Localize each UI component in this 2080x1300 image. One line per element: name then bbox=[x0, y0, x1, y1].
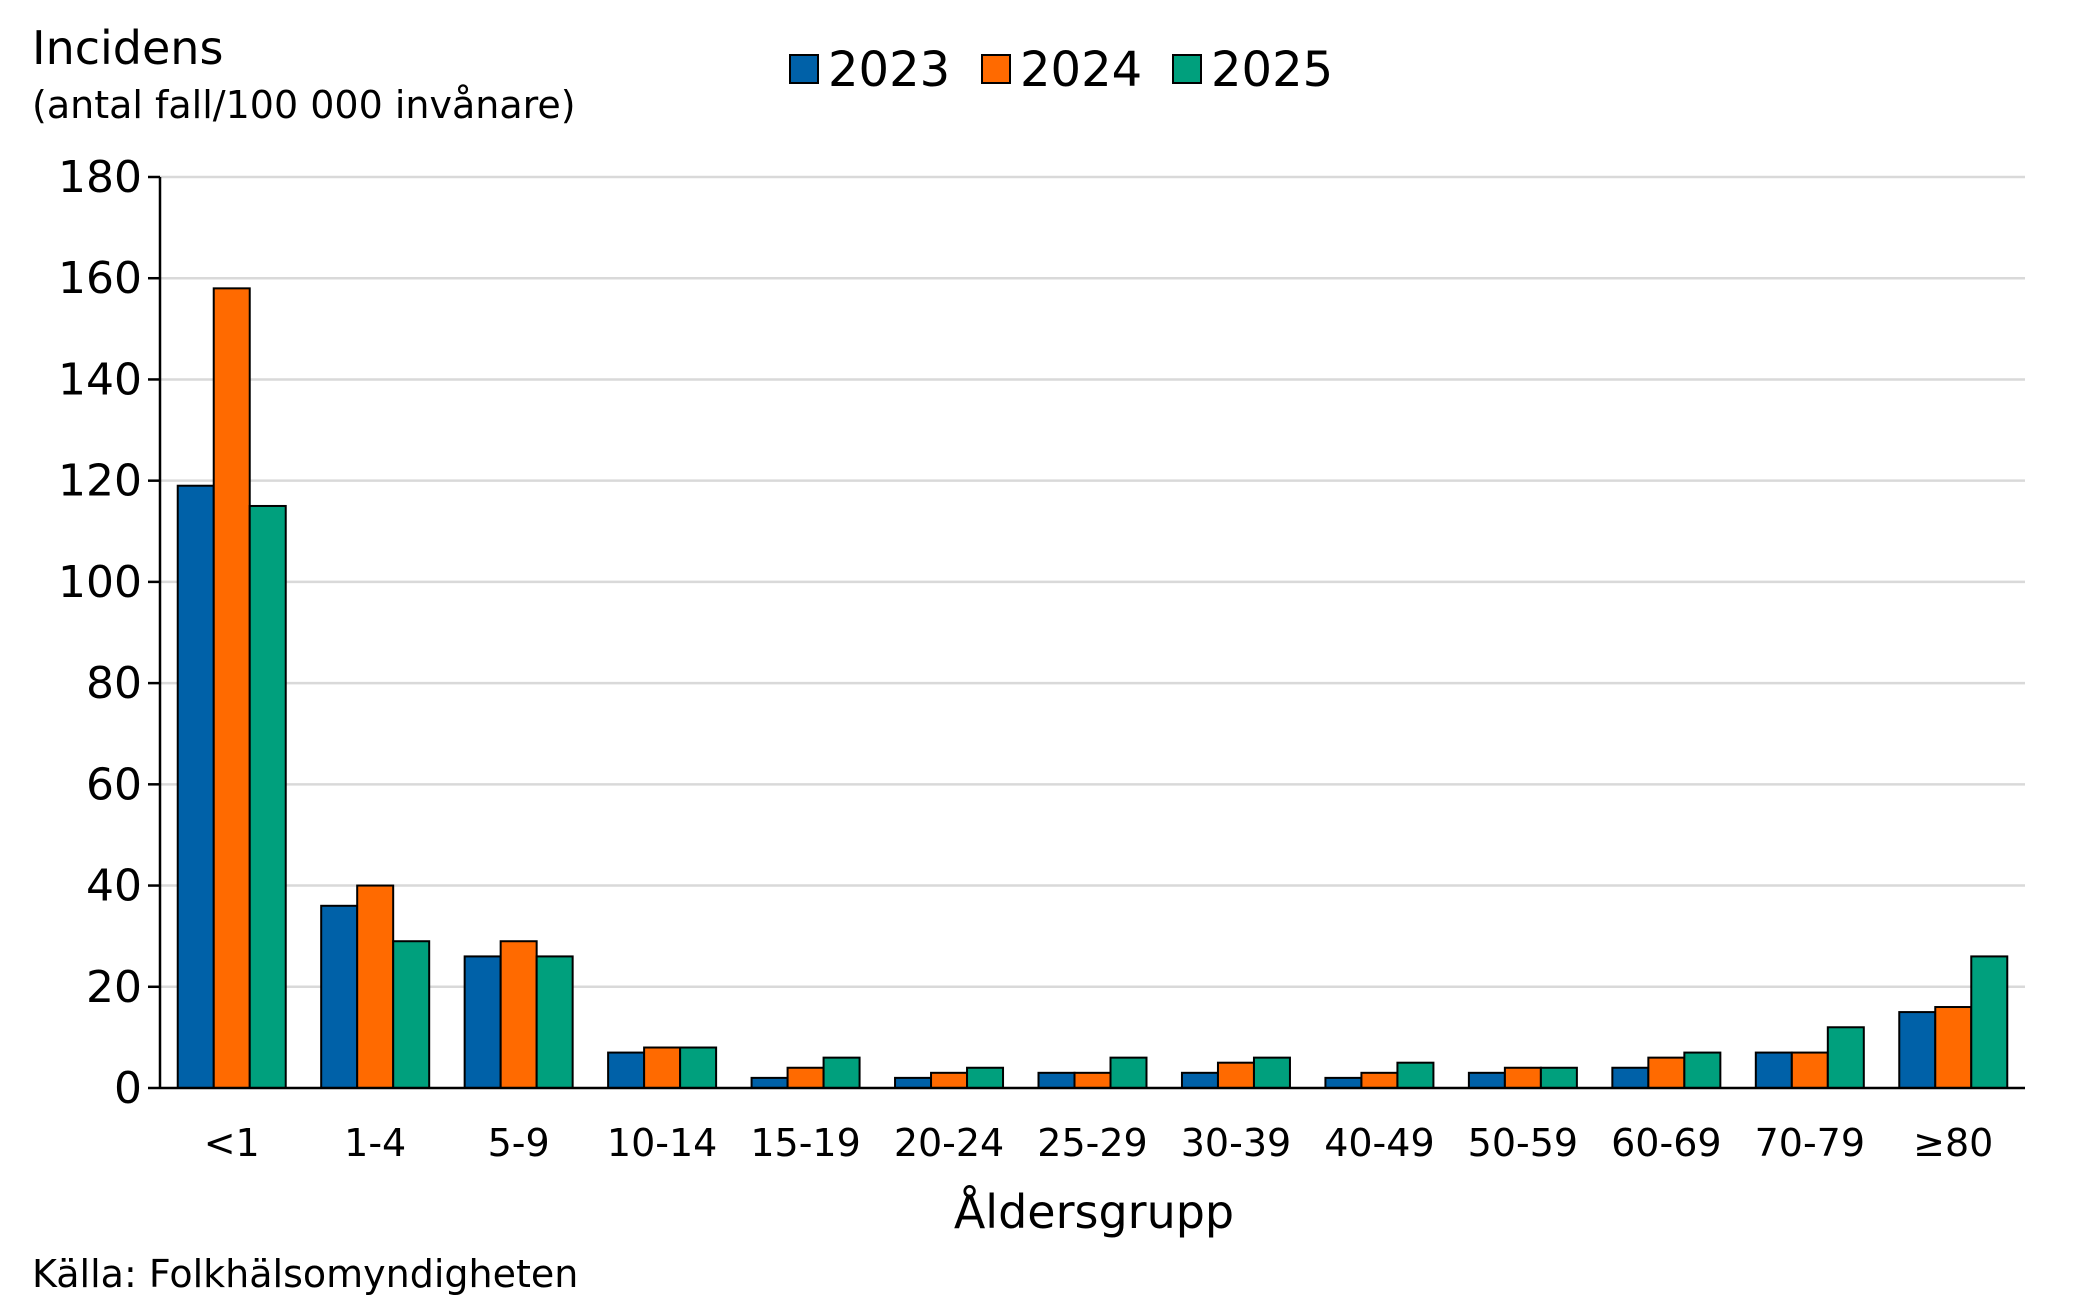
bar-2024-<1 bbox=[212, 287, 251, 1090]
bar-2025-70-79 bbox=[1826, 1026, 1865, 1090]
bar-2024-40-49 bbox=[1360, 1071, 1399, 1089]
legend-label: 2024 bbox=[1020, 42, 1142, 98]
bar-2024-≥80 bbox=[1934, 1006, 1973, 1089]
y-tick-label: 40 bbox=[86, 861, 142, 912]
bar-2023-40-49 bbox=[1324, 1076, 1363, 1090]
y-tick-label: 20 bbox=[86, 962, 142, 1013]
y-axis-subtitle: (antal fall/100 000 invånare) bbox=[32, 83, 576, 127]
x-tick-label: 60-69 bbox=[1611, 1121, 1721, 1165]
bar-2025-1-4 bbox=[392, 940, 431, 1089]
x-tick-label: 30-39 bbox=[1181, 1121, 1291, 1165]
bar-2023-60-69 bbox=[1611, 1066, 1650, 1090]
bar-2023-25-29 bbox=[1037, 1071, 1076, 1089]
legend-swatch-2024 bbox=[981, 54, 1011, 84]
bar-2024-50-59 bbox=[1503, 1066, 1542, 1090]
bar-2023-≥80 bbox=[1898, 1011, 1937, 1089]
bar-2025-10-14 bbox=[679, 1046, 718, 1089]
y-tick-label: 80 bbox=[86, 658, 142, 709]
bar-2023-5-9 bbox=[463, 955, 502, 1090]
legend-label: 2023 bbox=[828, 42, 950, 98]
bar-2023-20-24 bbox=[894, 1076, 933, 1090]
x-tick-labels: <1 1-4 5-9 10-14 15-19 20-24 25-29 30-39 40-49 50… bbox=[204, 1121, 1994, 1165]
axes bbox=[148, 175, 2025, 1090]
bars bbox=[176, 287, 2009, 1090]
y-tick-label: 160 bbox=[58, 253, 142, 304]
y-tick-label: 0 bbox=[114, 1063, 142, 1114]
legend-swatch-2025 bbox=[1172, 54, 1202, 84]
bar-2025-40-49 bbox=[1396, 1061, 1435, 1090]
y-axis-title: Incidens bbox=[32, 21, 223, 75]
y-tick-labels: 0 20 40 60 80 100 120 140 160 180 bbox=[58, 152, 142, 1114]
y-tick-label: 140 bbox=[58, 354, 142, 405]
bar-2024-60-69 bbox=[1647, 1056, 1686, 1089]
x-tick-label: 20-24 bbox=[894, 1121, 1004, 1165]
bar-2024-30-39 bbox=[1216, 1061, 1255, 1090]
y-tick-label: 180 bbox=[58, 152, 142, 203]
y-tick-label: 120 bbox=[58, 456, 142, 507]
x-tick-label: <1 bbox=[204, 1121, 260, 1165]
bar-2023-<1 bbox=[176, 484, 215, 1089]
bar-2023-15-19 bbox=[750, 1076, 789, 1090]
x-tick-label: 5-9 bbox=[488, 1121, 550, 1165]
bar-2025-≥80 bbox=[1970, 955, 2009, 1090]
x-tick-label: ≥80 bbox=[1913, 1121, 1993, 1165]
x-tick-label: 25-29 bbox=[1037, 1121, 1147, 1165]
x-tick-label: 10-14 bbox=[607, 1121, 717, 1165]
y-tick-label: 100 bbox=[58, 557, 142, 608]
bar-2025-15-19 bbox=[822, 1056, 861, 1089]
bar-2025-50-59 bbox=[1539, 1066, 1578, 1090]
legend-swatch-2023 bbox=[789, 54, 819, 84]
bar-2025-20-24 bbox=[966, 1066, 1005, 1090]
bar-2024-1-4 bbox=[356, 884, 395, 1089]
bar-2023-70-79 bbox=[1754, 1051, 1793, 1090]
gridlines bbox=[160, 175, 2025, 989]
x-tick-label: 50-59 bbox=[1468, 1121, 1578, 1165]
bar-2023-50-59 bbox=[1467, 1071, 1506, 1089]
x-tick-label: 15-19 bbox=[750, 1121, 860, 1165]
bar-2024-15-19 bbox=[786, 1066, 825, 1090]
bar-2024-70-79 bbox=[1790, 1051, 1829, 1090]
bar-2024-25-29 bbox=[1073, 1071, 1112, 1089]
y-tick-label: 60 bbox=[86, 759, 142, 810]
bar-2023-30-39 bbox=[1180, 1071, 1219, 1089]
bar-2023-1-4 bbox=[320, 904, 359, 1089]
legend: 2023 2024 2025 bbox=[789, 42, 1333, 98]
bar-2024-5-9 bbox=[499, 940, 538, 1089]
x-axis-title: Åldersgrupp bbox=[954, 1185, 1234, 1239]
source-note: Källa: Folkhälsomyndigheten bbox=[32, 1252, 578, 1296]
bar-2025-5-9 bbox=[535, 955, 574, 1090]
bar-2025-60-69 bbox=[1683, 1051, 1722, 1090]
bar-2025-<1 bbox=[248, 504, 287, 1089]
bar-2024-10-14 bbox=[643, 1046, 682, 1089]
bar-2025-30-39 bbox=[1252, 1056, 1291, 1089]
x-tick-label: 40-49 bbox=[1324, 1121, 1434, 1165]
x-tick-label: 1-4 bbox=[344, 1121, 406, 1165]
x-tick-label: 70-79 bbox=[1755, 1121, 1865, 1165]
bar-2023-10-14 bbox=[607, 1051, 646, 1090]
legend-label: 2025 bbox=[1211, 42, 1333, 98]
bar-2024-20-24 bbox=[930, 1071, 969, 1089]
bar-2025-25-29 bbox=[1109, 1056, 1148, 1089]
